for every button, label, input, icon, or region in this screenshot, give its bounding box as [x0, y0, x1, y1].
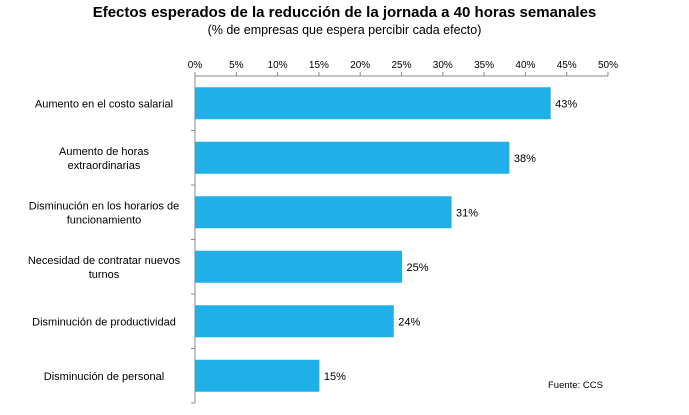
category-label-line: Aumento de horas: [59, 146, 149, 158]
bar: [195, 359, 320, 392]
category-label: Disminución de personal: [44, 371, 164, 383]
category-label: Disminución en los horarios de funcionami…: [29, 200, 179, 226]
bar: [195, 196, 452, 229]
data-label: 25%: [407, 262, 429, 274]
category-label-line: Disminución en los horarios de: [29, 200, 179, 212]
x-tick-label: 40%: [515, 60, 535, 71]
data-label: 24%: [398, 316, 420, 328]
category-label-line: Disminución de productividad: [32, 316, 176, 328]
x-tick-label: 45%: [557, 60, 577, 71]
x-tick-label: 10%: [268, 60, 288, 71]
category-label: Necesidad de contratar nuevos turnos: [28, 255, 181, 281]
category-label-line: extraordinarias: [68, 160, 141, 172]
category-label-line: Necesidad de contratar nuevos: [28, 255, 181, 267]
category-label-line: turnos: [89, 269, 120, 281]
x-tick-label: 25%: [391, 60, 411, 71]
bar: [195, 305, 394, 338]
chart-subtitle: (% de empresas que espera percibir cada …: [207, 23, 482, 37]
data-label: 31%: [456, 207, 478, 219]
data-label: 43%: [555, 98, 577, 110]
x-tick-label: 15%: [309, 60, 329, 71]
bar: [195, 141, 510, 174]
bar: [195, 250, 402, 283]
x-tick-label: 50%: [598, 60, 618, 71]
x-tick-label: 35%: [474, 60, 494, 71]
data-label: 15%: [324, 371, 346, 383]
source-note: Fuente: CCS: [548, 380, 603, 391]
category-label-line: funcionamiento: [67, 214, 142, 226]
category-label-line: Disminución de personal: [44, 371, 164, 383]
category-label: Disminución de productividad: [32, 316, 176, 328]
data-label: 38%: [514, 153, 536, 165]
x-tick-label: 30%: [433, 60, 453, 71]
x-tick-label: 5%: [229, 60, 244, 71]
chart-title: Efectos esperados de la reducción de la …: [92, 4, 597, 21]
category-label-line: Aumento en el costo salarial: [35, 98, 173, 110]
category-label: Aumento en el costo salarial: [35, 98, 173, 110]
category-label: Aumento de horas extraordinarias: [59, 146, 149, 172]
bar: [195, 87, 551, 120]
x-tick-label: 0%: [188, 60, 203, 71]
x-tick-label: 20%: [350, 60, 370, 71]
